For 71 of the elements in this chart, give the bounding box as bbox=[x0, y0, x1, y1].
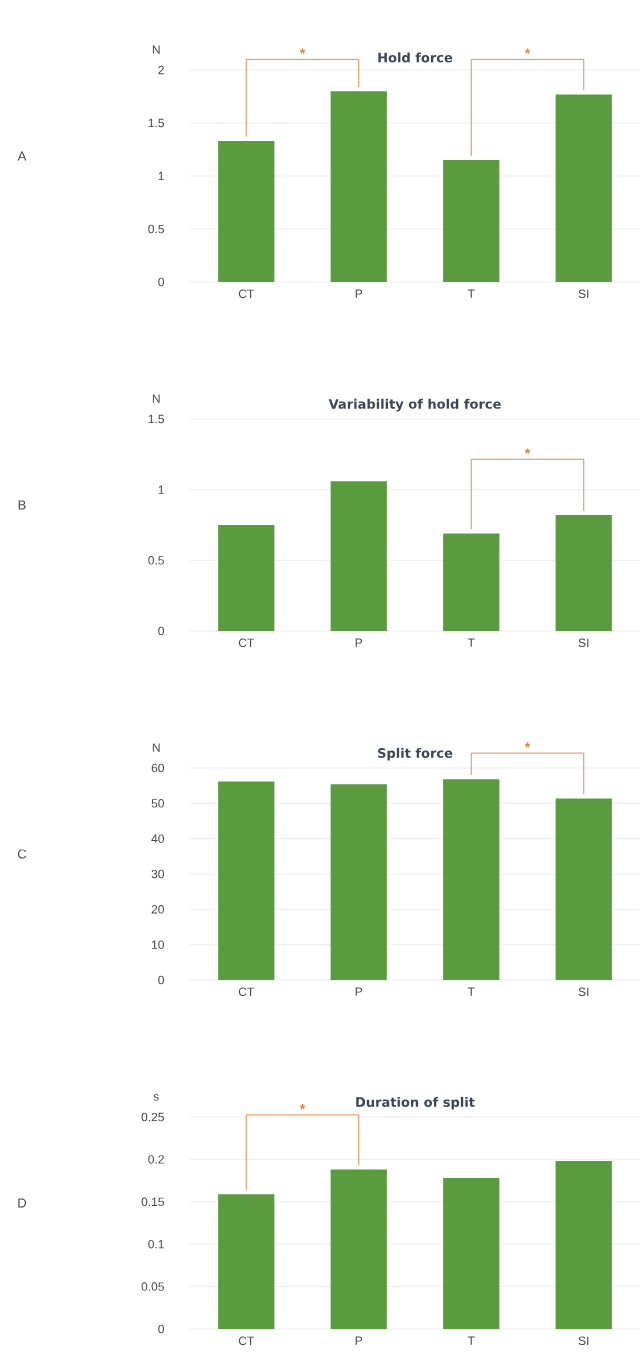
y-tick-label: 30 bbox=[151, 869, 164, 879]
x-tick-label: P bbox=[355, 1336, 363, 1345]
x-tick-label: SI bbox=[578, 1336, 589, 1346]
y-tick-label: 10 bbox=[152, 940, 164, 949]
x-tick-label: CT bbox=[238, 638, 254, 648]
x-tick-label: SI bbox=[578, 638, 589, 648]
chart-title: Duration of split bbox=[356, 1096, 475, 1110]
y-tick-label: 0.25 bbox=[141, 1112, 164, 1122]
bar bbox=[330, 784, 387, 980]
y-tick-label: 60 bbox=[151, 763, 164, 773]
bar bbox=[555, 798, 612, 980]
text: * bbox=[524, 742, 531, 748]
text: A bbox=[17, 151, 27, 161]
text: * bbox=[524, 48, 531, 54]
y-tick-label: 0 bbox=[158, 626, 164, 636]
bar bbox=[218, 141, 275, 282]
y-tick-label: 40 bbox=[151, 834, 164, 843]
bar bbox=[330, 1169, 387, 1329]
bar bbox=[330, 481, 387, 631]
bar bbox=[555, 515, 612, 631]
bar bbox=[443, 779, 500, 980]
text: B bbox=[18, 500, 26, 510]
y-tick-label: 1 bbox=[158, 485, 164, 494]
x-tick-label: P bbox=[355, 987, 363, 996]
bar bbox=[330, 91, 387, 282]
bar bbox=[555, 1161, 612, 1329]
bar bbox=[555, 94, 612, 282]
annotation: * bbox=[524, 448, 531, 454]
y-axis-title: N bbox=[152, 394, 160, 403]
x-tick-label: CT bbox=[238, 987, 254, 997]
y-tick-label: 0 bbox=[158, 277, 164, 287]
y-tick-label: 0.05 bbox=[141, 1282, 164, 1291]
y-tick-label: 1.5 bbox=[148, 414, 164, 424]
bar bbox=[443, 1178, 500, 1329]
x-tick-label: P bbox=[355, 289, 363, 298]
x-tick-label: SI bbox=[578, 289, 589, 299]
bar bbox=[218, 1194, 275, 1329]
bar bbox=[218, 524, 275, 631]
y-axis-title: s bbox=[153, 1094, 159, 1101]
x-tick-label: SI bbox=[578, 987, 589, 997]
y-tick-label: 20 bbox=[151, 905, 164, 914]
chart-title: Hold force bbox=[378, 52, 453, 63]
x-tick-label: CT bbox=[238, 1336, 254, 1346]
y-tick-label: 0.1 bbox=[148, 1239, 164, 1249]
y-tick-label: 0.2 bbox=[148, 1155, 164, 1164]
text: D bbox=[18, 1198, 27, 1208]
text: C bbox=[17, 849, 27, 859]
y-axis-title: N bbox=[152, 743, 160, 752]
y-tick-label: 1 bbox=[158, 171, 164, 181]
text: * bbox=[299, 48, 306, 54]
y-tick-label: 0 bbox=[158, 1324, 164, 1334]
y-tick-label: 0.15 bbox=[141, 1197, 164, 1207]
y-tick-label: 50 bbox=[151, 799, 164, 808]
chart-title: Variability of hold force bbox=[328, 398, 501, 412]
bar bbox=[443, 160, 500, 282]
y-axis-title: N bbox=[152, 45, 160, 54]
y-tick-label: 0.5 bbox=[148, 556, 164, 565]
x-tick-label: T bbox=[467, 638, 475, 647]
text: * bbox=[299, 1104, 306, 1110]
x-tick-label: CT bbox=[238, 289, 254, 299]
x-tick-label: T bbox=[467, 1336, 475, 1345]
bar bbox=[218, 781, 275, 980]
y-tick-label: 2 bbox=[158, 65, 164, 75]
y-tick-label: 0 bbox=[158, 975, 164, 985]
y-tick-label: 1.5 bbox=[148, 118, 164, 128]
x-tick-label: P bbox=[355, 638, 363, 647]
y-tick-label: 0.5 bbox=[148, 224, 164, 234]
x-tick-label: T bbox=[467, 289, 475, 298]
chart-title: Split force bbox=[378, 747, 453, 761]
bar bbox=[443, 533, 500, 631]
x-tick-label: T bbox=[467, 987, 475, 996]
